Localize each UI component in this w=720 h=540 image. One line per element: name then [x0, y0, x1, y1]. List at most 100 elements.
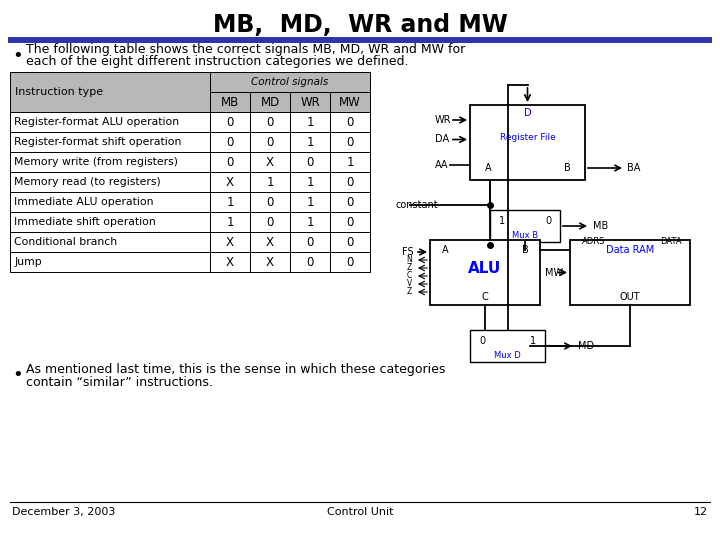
Bar: [490, 210, 560, 242]
Bar: [290, 132, 330, 152]
Bar: [470, 330, 545, 362]
Text: 1: 1: [346, 156, 354, 168]
Bar: [330, 112, 370, 132]
Bar: [250, 92, 290, 112]
Bar: [330, 212, 370, 232]
Bar: [290, 112, 330, 132]
Bar: [250, 252, 290, 272]
Text: 0: 0: [226, 116, 234, 129]
Text: MW: MW: [545, 267, 563, 278]
Text: BA: BA: [627, 163, 640, 173]
Text: Mux B: Mux B: [512, 232, 538, 240]
Text: X: X: [226, 235, 234, 248]
Text: Data RAM: Data RAM: [606, 245, 654, 255]
Text: OUT: OUT: [620, 292, 640, 302]
Bar: [330, 172, 370, 192]
Text: X: X: [266, 156, 274, 168]
Text: 0: 0: [226, 136, 234, 148]
Text: 0: 0: [226, 156, 234, 168]
Text: December 3, 2003: December 3, 2003: [12, 507, 115, 517]
Bar: [10, 112, 210, 132]
Text: Z: Z: [407, 264, 412, 273]
Bar: [210, 112, 250, 132]
Bar: [330, 132, 370, 152]
Text: WR: WR: [435, 115, 451, 125]
Bar: [250, 132, 290, 152]
Text: A: A: [441, 245, 449, 255]
Text: 0: 0: [306, 235, 314, 248]
Text: DA: DA: [435, 134, 449, 145]
Text: 1: 1: [266, 176, 274, 188]
Text: C: C: [482, 292, 488, 302]
Text: contain “similar” instructions.: contain “similar” instructions.: [26, 375, 213, 388]
Text: 0: 0: [266, 215, 274, 228]
Bar: [330, 252, 370, 272]
Text: 1: 1: [306, 215, 314, 228]
Text: B: B: [521, 245, 528, 255]
Text: 0: 0: [346, 176, 354, 188]
Bar: [210, 152, 250, 172]
Text: •: •: [12, 366, 23, 384]
Bar: [210, 192, 250, 212]
Text: DATA: DATA: [660, 238, 682, 246]
Bar: [10, 252, 210, 272]
Bar: [210, 92, 250, 112]
Bar: [8, 37, 712, 43]
Text: 1: 1: [226, 195, 234, 208]
Text: B: B: [564, 163, 570, 173]
Text: Immediate ALU operation: Immediate ALU operation: [14, 197, 153, 207]
Text: 0: 0: [346, 255, 354, 268]
Bar: [10, 212, 210, 232]
Text: Jump: Jump: [14, 257, 42, 267]
Bar: [250, 192, 290, 212]
Text: 0: 0: [306, 156, 314, 168]
Text: Control Unit: Control Unit: [327, 507, 393, 517]
Bar: [330, 92, 370, 112]
Text: Register-format ALU operation: Register-format ALU operation: [14, 117, 179, 127]
Bar: [290, 192, 330, 212]
Bar: [290, 212, 330, 232]
Text: MB: MB: [221, 96, 239, 109]
Bar: [250, 232, 290, 252]
Bar: [210, 72, 370, 92]
Text: each of the eight different instruction categories we defined.: each of the eight different instruction …: [26, 56, 408, 69]
Text: A: A: [485, 163, 491, 173]
Text: Z: Z: [407, 287, 412, 296]
Text: Immediate shift operation: Immediate shift operation: [14, 217, 156, 227]
Text: C: C: [407, 272, 412, 280]
Bar: [210, 232, 250, 252]
Text: MB,  MD,  WR and MW: MB, MD, WR and MW: [212, 13, 508, 37]
Text: MD: MD: [261, 96, 279, 109]
Text: 1: 1: [306, 195, 314, 208]
Text: N: N: [406, 255, 412, 265]
Bar: [250, 112, 290, 132]
Bar: [470, 105, 585, 180]
Bar: [290, 152, 330, 172]
Text: 0: 0: [346, 116, 354, 129]
Text: MW: MW: [339, 96, 361, 109]
Text: 0: 0: [346, 195, 354, 208]
Text: 1: 1: [530, 336, 536, 346]
Bar: [10, 152, 210, 172]
Text: constant: constant: [395, 200, 438, 210]
Text: As mentioned last time, this is the sense in which these categories: As mentioned last time, this is the sens…: [26, 363, 446, 376]
Bar: [10, 232, 210, 252]
Bar: [330, 192, 370, 212]
Bar: [210, 212, 250, 232]
Text: AA: AA: [435, 160, 449, 170]
Text: 0: 0: [346, 235, 354, 248]
Bar: [290, 232, 330, 252]
Bar: [290, 172, 330, 192]
Bar: [330, 232, 370, 252]
Bar: [210, 172, 250, 192]
Bar: [250, 212, 290, 232]
Text: V: V: [407, 280, 412, 288]
Text: Memory write (from registers): Memory write (from registers): [14, 157, 178, 167]
Bar: [10, 192, 210, 212]
Bar: [430, 240, 540, 305]
Text: Control signals: Control signals: [251, 77, 328, 87]
Text: 0: 0: [479, 336, 485, 346]
Bar: [210, 252, 250, 272]
Text: 1: 1: [306, 116, 314, 129]
Text: X: X: [226, 255, 234, 268]
